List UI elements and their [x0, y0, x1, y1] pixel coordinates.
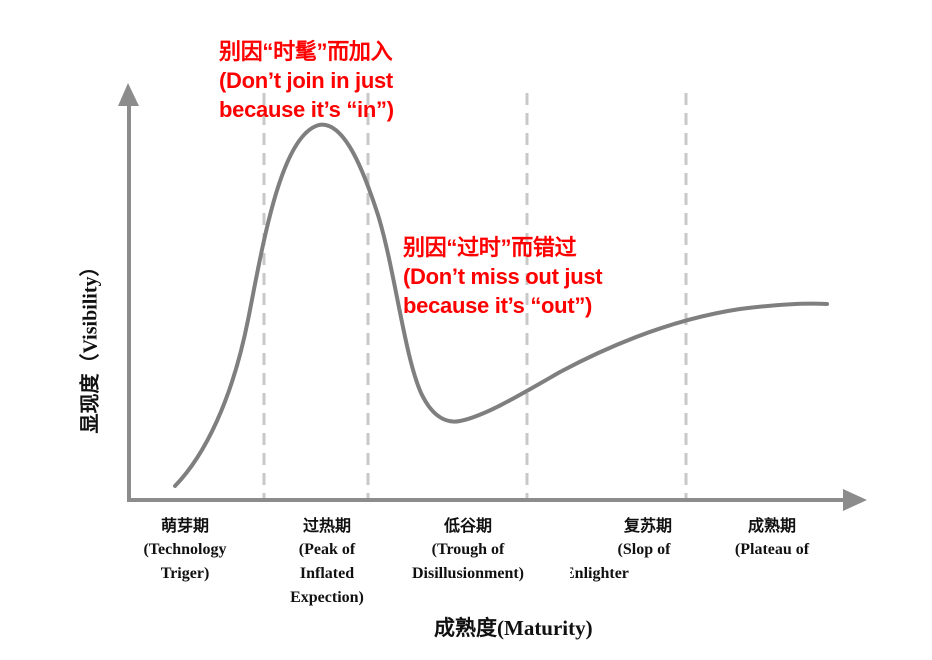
x-axis-title: 成熟度(Maturity) [434, 616, 593, 640]
annotation-dont-join: 别因“时髦”而加入 (Don’t join in just because it… [219, 37, 394, 124]
annotation-line: because it’s “in”) [219, 97, 394, 122]
phase-label-peak: 过热期 (Peak of Inflated Expection) [272, 514, 382, 610]
annotation-line: 别因“时髦”而加入 [219, 39, 393, 64]
phase-en: (Peak of [298, 541, 356, 558]
phase-en: (Trough of [431, 541, 505, 558]
annotation-line: (Don’t join in just [219, 68, 393, 93]
hype-curve [173, 122, 829, 488]
phase-en: Enlighter [570, 565, 629, 582]
phase-en: (Slop of [617, 541, 671, 558]
phase-en: Triger) [160, 565, 210, 582]
annotation-line: (Don’t miss out just [403, 264, 603, 289]
phase-label-trough: 低谷期 (Trough of Disillusionment) [396, 514, 540, 586]
phase-cn: 过热期 [302, 516, 351, 535]
phase-cn: 成熟期 [747, 516, 796, 535]
phase-cn: 萌芽期 [160, 516, 209, 535]
phase-label-slope: 复苏期 (Slop of Enlighter [570, 514, 690, 586]
phase-boundaries [262, 93, 688, 500]
annotation-line: because it’s “out”) [403, 293, 593, 318]
axes [118, 83, 867, 511]
phase-label-technology-trigger: 萌芽期 (Technology Triger) [130, 514, 240, 586]
annotation-line: 别因“过时”而错过 [403, 235, 577, 260]
y-axis-title: 显现度（Visibility） [79, 256, 102, 434]
phase-en: (Plateau of [734, 541, 810, 558]
phase-cn: 复苏期 [623, 516, 672, 535]
phase-en: Disillusionment) [411, 565, 524, 582]
phase-en: Expection) [290, 589, 364, 606]
annotation-dont-miss: 别因“过时”而错过 (Don’t miss out just because i… [403, 233, 603, 320]
phase-en: (Technology [143, 541, 227, 558]
phase-en: Inflated [299, 565, 355, 582]
phase-label-plateau: 成熟期 (Plateau of [722, 514, 822, 562]
phase-cn: 低谷期 [443, 516, 492, 535]
x-axis-arrow-icon [843, 489, 867, 511]
y-axis-arrow-icon [118, 83, 139, 106]
